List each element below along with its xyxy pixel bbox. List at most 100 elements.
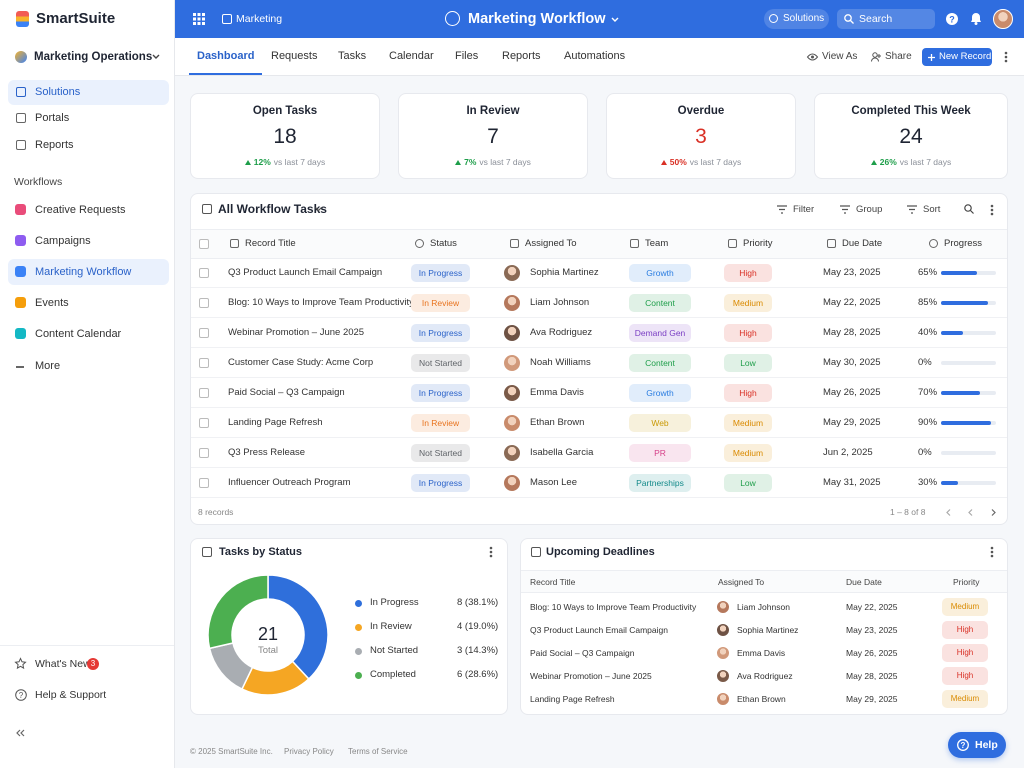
chart-icon [202, 547, 212, 557]
record-title[interactable]: Paid Social – Q3 Campaign [228, 387, 345, 398]
assignee: Ethan Brown [737, 694, 786, 704]
deadline-title[interactable]: Webinar Promotion – June 2025 [530, 671, 652, 681]
tab[interactable]: Requests [271, 50, 318, 62]
row-divider [191, 287, 1007, 288]
record-title[interactable]: Q3 Press Release [228, 447, 306, 458]
record-title[interactable]: Landing Page Refresh [228, 417, 323, 428]
table-icon [202, 204, 212, 214]
pagination: 1 – 8 of 8 [890, 507, 926, 517]
kpi-change: 7% [464, 157, 477, 167]
trend-arrow [244, 159, 251, 165]
tab[interactable]: Reports [502, 50, 541, 62]
team-pill: Growth [629, 264, 691, 282]
tab[interactable]: Files [455, 50, 479, 62]
tab[interactable]: Dashboard [197, 50, 255, 62]
due-date: May 23, 2025 [823, 267, 881, 278]
deadline-title[interactable]: Q3 Product Launch Email Campaign [530, 625, 668, 635]
nav-item[interactable]: Solutions [35, 86, 81, 98]
workflow-item[interactable]: Campaigns [35, 235, 91, 247]
workspace-name[interactable]: Marketing Operations [34, 51, 153, 63]
workflow-item[interactable]: Creative Requests [35, 204, 126, 216]
star-icon [14, 657, 27, 670]
column-icon [230, 239, 239, 248]
progress-label: 0% [918, 357, 932, 368]
search[interactable]: Search [859, 13, 893, 25]
donut-total: 21 [257, 624, 279, 644]
toolbar-icon [840, 205, 850, 214]
checkbox[interactable] [199, 268, 209, 278]
priority-pill: High [724, 264, 772, 282]
status-pill: In Progress [411, 384, 470, 402]
column-header: Assigned To [525, 238, 577, 249]
kpi-value: 18 [273, 125, 297, 148]
toolbar-button[interactable]: Sort [923, 204, 941, 215]
help-button-label[interactable]: Help [975, 739, 998, 751]
checkbox[interactable] [199, 298, 209, 308]
toolbar-button[interactable]: Group [856, 204, 883, 215]
due-date: May 30, 2025 [823, 357, 881, 368]
workflow-item[interactable]: More [35, 360, 61, 372]
column-header: Status [430, 238, 457, 249]
workflow-icon [15, 328, 26, 339]
row-divider [191, 347, 1007, 348]
logo-icon [16, 11, 29, 27]
progress-bar [941, 301, 988, 305]
checkbox[interactable] [199, 328, 209, 338]
workflow-item[interactable]: Content Calendar [35, 328, 122, 340]
column-icon [728, 239, 737, 248]
share[interactable]: Share [885, 51, 912, 62]
record-title[interactable]: Webinar Promotion – June 2025 [228, 327, 365, 338]
deadline-title[interactable]: Landing Page Refresh [530, 694, 615, 704]
title-icon [445, 11, 460, 26]
assignee: Ava Rodriguez [737, 671, 793, 681]
column-icon [929, 239, 938, 248]
progress-track [941, 361, 996, 365]
checkbox[interactable] [199, 418, 209, 428]
legend-dot [355, 647, 362, 655]
breadcrumb: Marketing [236, 13, 283, 25]
footer-link[interactable]: Privacy Policy [284, 747, 334, 756]
footer-link[interactable]: Terms of Service [348, 747, 408, 756]
solutions[interactable]: Solutions [783, 13, 825, 24]
nav-item[interactable]: Reports [35, 139, 74, 151]
whats-new[interactable]: What's New [35, 658, 91, 670]
record-title[interactable]: Blog: 10 Ways to Improve Team Productivi… [228, 297, 414, 308]
legend-dot [355, 599, 362, 607]
trend-arrow [870, 159, 877, 165]
nav-item[interactable]: Portals [35, 112, 70, 124]
record-title[interactable]: Customer Case Study: Acme Corp [228, 357, 374, 368]
deadline-title[interactable]: Paid Social – Q3 Campaign [530, 648, 635, 658]
deadline-title[interactable]: Blog: 10 Ways to Improve Team Productivi… [530, 602, 697, 612]
workflow-item[interactable]: Events [35, 297, 69, 309]
new-record[interactable]: New Record [939, 51, 992, 62]
checkbox[interactable] [199, 388, 209, 398]
checkbox[interactable] [199, 239, 209, 249]
record-title[interactable]: Influencer Outreach Program [228, 477, 351, 488]
priority-pill: Low [724, 354, 772, 372]
table-title[interactable]: All Workflow Tasks [218, 202, 327, 216]
checkbox[interactable] [199, 478, 209, 488]
toolbar-button[interactable]: Filter [793, 204, 815, 215]
tab[interactable]: Tasks [338, 50, 367, 62]
deadlines-title: Upcoming Deadlines [546, 546, 655, 558]
help-link[interactable]: Help & Support [35, 689, 107, 701]
avatar [503, 294, 521, 312]
view-as[interactable]: View As [822, 51, 858, 62]
status-pill: In Review [411, 294, 470, 312]
solutions-pill[interactable] [764, 9, 829, 29]
kpi-card card: Open Tasks 18 12% vs last 7 days [190, 93, 380, 179]
new-record-button[interactable] [922, 48, 992, 66]
copyright: © 2025 SmartSuite Inc. [190, 747, 273, 756]
checkbox[interactable] [199, 448, 209, 458]
nav-icon [16, 87, 26, 97]
tab[interactable]: Calendar [389, 50, 434, 62]
workflow-item[interactable]: Marketing Workflow [35, 266, 132, 278]
record-title[interactable]: Q3 Product Launch Email Campaign [228, 267, 383, 278]
search-box[interactable] [837, 9, 935, 29]
due-date: May 28, 2025 [823, 327, 881, 338]
checkbox[interactable] [199, 358, 209, 368]
column-header: Assigned To [718, 577, 765, 587]
assignee: Sophia Martinez [530, 267, 599, 278]
tab[interactable]: Automations [564, 50, 626, 62]
column-header: Team [645, 238, 669, 249]
